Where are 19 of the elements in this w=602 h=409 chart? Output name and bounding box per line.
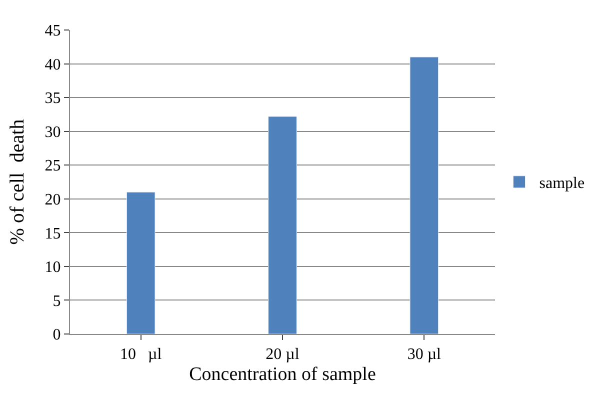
legend-label: sample xyxy=(539,175,585,192)
y-tick-label: 35 xyxy=(44,90,61,108)
bar xyxy=(268,116,297,334)
x-tick-label: 30 µl xyxy=(407,346,442,364)
x-axis-title: Concentration of sample xyxy=(189,364,376,385)
x-tick-label: 10 µl xyxy=(120,346,162,364)
y-tick-label: 25 xyxy=(44,158,61,175)
y-tick-label: 45 xyxy=(44,22,61,40)
y-tick-label: 15 xyxy=(44,225,61,242)
bar xyxy=(126,192,156,334)
y-tick-label: 10 xyxy=(44,259,61,276)
y-tick-label: 0 xyxy=(52,326,61,344)
x-tick-label: 20 µl xyxy=(266,346,300,364)
y-axis-title: % of cell death xyxy=(6,119,28,245)
bar xyxy=(410,56,439,334)
y-tick-label: 30 xyxy=(44,124,61,141)
y-tick-label: 20 xyxy=(44,191,61,208)
y-tick-label: 5 xyxy=(52,292,61,310)
y-tick-label: 40 xyxy=(44,56,61,74)
